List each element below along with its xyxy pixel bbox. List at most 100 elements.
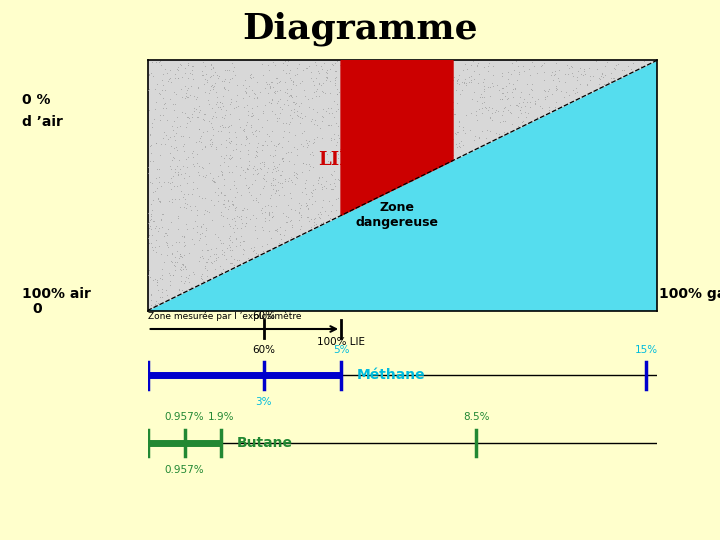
- Point: [514, 106, 526, 114]
- Point: [477, 78, 489, 86]
- Point: [353, 69, 364, 78]
- Point: [165, 277, 176, 286]
- Point: [364, 59, 375, 68]
- Point: [199, 143, 210, 151]
- Point: [223, 127, 235, 136]
- Point: [267, 185, 279, 193]
- Point: [156, 86, 168, 94]
- Point: [269, 175, 281, 184]
- Point: [172, 214, 184, 222]
- Point: [154, 178, 166, 186]
- Point: [220, 105, 232, 114]
- Point: [397, 176, 408, 185]
- Point: [284, 217, 295, 225]
- Point: [539, 58, 550, 67]
- Point: [171, 146, 183, 154]
- Point: [524, 71, 536, 79]
- Point: [197, 277, 209, 286]
- Point: [374, 117, 385, 125]
- Point: [200, 170, 212, 179]
- Point: [259, 207, 271, 216]
- Point: [179, 277, 191, 286]
- Point: [423, 123, 435, 132]
- Point: [183, 248, 194, 257]
- Point: [150, 105, 161, 113]
- Point: [382, 84, 394, 93]
- Point: [351, 114, 363, 123]
- Point: [368, 97, 379, 105]
- Point: [446, 106, 458, 114]
- Point: [305, 150, 316, 158]
- Point: [310, 185, 321, 194]
- Point: [384, 101, 396, 110]
- Point: [503, 105, 514, 114]
- Point: [171, 247, 183, 256]
- Point: [306, 114, 318, 123]
- Point: [199, 193, 211, 202]
- Point: [225, 98, 236, 106]
- Point: [366, 143, 378, 152]
- Point: [142, 271, 153, 280]
- Point: [476, 127, 487, 136]
- Point: [234, 213, 246, 221]
- Point: [176, 286, 187, 294]
- Point: [356, 107, 368, 116]
- Point: [324, 89, 336, 98]
- Point: [183, 73, 194, 82]
- Point: [256, 146, 268, 154]
- Point: [408, 83, 420, 91]
- Point: [365, 140, 377, 149]
- Point: [256, 222, 267, 231]
- Point: [318, 112, 329, 121]
- Point: [325, 109, 337, 117]
- Point: [170, 143, 181, 152]
- Point: [217, 167, 228, 176]
- Point: [145, 225, 156, 233]
- Point: [487, 62, 499, 70]
- Point: [217, 92, 229, 100]
- Point: [240, 222, 251, 231]
- Point: [251, 126, 262, 135]
- Point: [523, 65, 535, 73]
- Point: [146, 206, 158, 214]
- Point: [173, 286, 184, 295]
- Point: [178, 192, 189, 201]
- Point: [320, 184, 332, 192]
- Point: [463, 72, 474, 81]
- Point: [400, 136, 411, 145]
- Point: [276, 183, 288, 191]
- Point: [197, 70, 209, 79]
- Point: [208, 125, 220, 133]
- Point: [516, 88, 527, 97]
- Point: [193, 162, 204, 171]
- Point: [146, 243, 158, 252]
- Text: d ’air: d ’air: [22, 114, 63, 129]
- Point: [275, 171, 287, 180]
- Point: [444, 59, 456, 68]
- Point: [452, 128, 464, 137]
- Point: [266, 179, 277, 187]
- Point: [425, 95, 436, 104]
- Point: [307, 191, 318, 200]
- Point: [264, 210, 275, 219]
- Point: [396, 179, 408, 187]
- Point: [179, 242, 190, 251]
- Point: [280, 212, 292, 220]
- Point: [348, 140, 360, 149]
- Point: [214, 262, 225, 271]
- Point: [315, 218, 326, 227]
- Point: [457, 65, 469, 74]
- Point: [407, 123, 418, 132]
- Point: [170, 165, 181, 173]
- Point: [430, 93, 441, 102]
- Point: [500, 82, 511, 90]
- Point: [607, 73, 618, 82]
- Point: [168, 105, 180, 114]
- Point: [460, 78, 472, 87]
- Point: [400, 170, 412, 179]
- Point: [362, 71, 374, 80]
- Point: [161, 251, 173, 259]
- Point: [333, 150, 344, 159]
- Point: [561, 61, 572, 70]
- Point: [155, 250, 166, 259]
